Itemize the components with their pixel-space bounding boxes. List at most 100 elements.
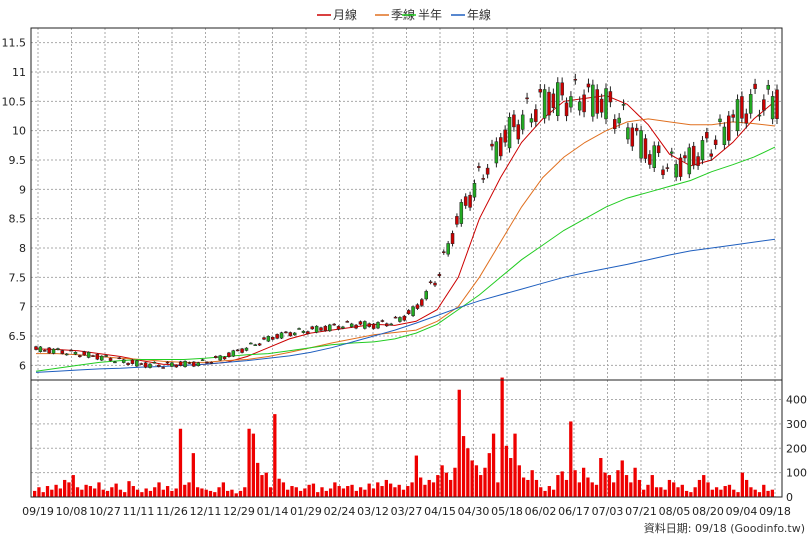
x-tick-label: 01/29 bbox=[290, 505, 322, 518]
candle-body bbox=[183, 360, 187, 368]
candle-body bbox=[472, 182, 477, 198]
x-tick-label: 07/21 bbox=[625, 505, 657, 518]
volume-bar bbox=[281, 482, 286, 498]
candle-body bbox=[455, 216, 459, 225]
candle-body bbox=[468, 194, 472, 208]
volume-bar bbox=[543, 490, 547, 497]
x-tick-label: 03/12 bbox=[357, 505, 389, 518]
x-tick-label: 06/17 bbox=[558, 505, 590, 518]
candle-body bbox=[709, 153, 713, 157]
candle-body bbox=[573, 78, 578, 81]
candle-body bbox=[459, 202, 464, 224]
ma-line-1 bbox=[36, 118, 776, 363]
volume-bar bbox=[496, 482, 500, 498]
candle-body bbox=[56, 348, 60, 350]
volume-bar bbox=[397, 484, 401, 497]
volume-bar bbox=[504, 445, 509, 497]
volume-bar bbox=[84, 484, 88, 497]
x-tick-label: 10/27 bbox=[89, 505, 121, 518]
candle-body bbox=[630, 127, 635, 147]
candle-body bbox=[108, 358, 113, 361]
candle-body bbox=[200, 359, 205, 361]
volume-bar bbox=[157, 482, 161, 498]
price-tick-label: 8.5 bbox=[9, 213, 27, 226]
candle-body bbox=[187, 362, 192, 364]
volume-bar bbox=[367, 483, 371, 497]
candle-body bbox=[621, 104, 626, 106]
volume-bar bbox=[607, 475, 612, 497]
ma-line-2 bbox=[35, 146, 776, 372]
volume-bar bbox=[33, 490, 37, 497]
volume-bar bbox=[256, 462, 260, 498]
x-tick-label: 03/27 bbox=[391, 505, 423, 518]
candle-body bbox=[599, 98, 604, 113]
candle-body bbox=[266, 336, 271, 342]
candle-body bbox=[744, 113, 749, 124]
price-tick-label: 11 bbox=[12, 66, 26, 79]
volume-bar bbox=[45, 486, 50, 497]
ma-line-0 bbox=[35, 94, 776, 366]
candle-body bbox=[345, 321, 350, 323]
volume-bar bbox=[581, 467, 586, 497]
candle-body bbox=[748, 94, 753, 114]
volume-bar bbox=[616, 470, 620, 497]
candle-body bbox=[691, 145, 696, 166]
volume-bar bbox=[556, 475, 560, 497]
x-tick-label: 09/18 bbox=[759, 505, 791, 518]
volume-bar bbox=[487, 453, 491, 498]
volume-bar bbox=[461, 436, 466, 497]
volume-bar bbox=[419, 477, 423, 497]
volume-bar bbox=[740, 472, 744, 498]
volume-bar bbox=[586, 477, 590, 497]
candle-body bbox=[148, 363, 152, 368]
date-axis-labels: 09/19 10/08 10/27 11/11 11/26 12/11 12/29 01/14… bbox=[22, 505, 791, 518]
candle-body bbox=[218, 355, 222, 361]
volume-bar bbox=[564, 479, 569, 497]
candle-body bbox=[735, 99, 740, 132]
candle-body bbox=[235, 349, 240, 352]
candle-body bbox=[64, 353, 69, 356]
volume-bar bbox=[414, 455, 419, 497]
candle-body bbox=[639, 130, 643, 159]
volume-bar bbox=[191, 453, 195, 498]
legend-item-halfyear: 半年 bbox=[402, 8, 442, 22]
candle-body bbox=[253, 344, 257, 346]
volume-bar bbox=[371, 488, 376, 497]
volume-bar bbox=[453, 467, 457, 497]
candle-body bbox=[78, 355, 82, 358]
volume-bar bbox=[676, 487, 680, 497]
candle-body bbox=[766, 84, 770, 90]
volume-bar bbox=[208, 490, 213, 497]
volume-bar bbox=[213, 492, 217, 498]
volume-bar bbox=[633, 467, 637, 497]
legend: 月線 季線 半年 年線 bbox=[317, 7, 491, 22]
volume-bar bbox=[470, 460, 474, 497]
volume-tick-label: 300 bbox=[786, 418, 807, 431]
candle-body bbox=[393, 316, 398, 319]
candle-body bbox=[380, 320, 385, 322]
volume-bar bbox=[165, 486, 170, 497]
candle-body bbox=[249, 342, 253, 345]
volume-bar bbox=[650, 475, 654, 497]
candle-body bbox=[358, 321, 363, 325]
legend-label-monthly: 月線 bbox=[333, 7, 357, 22]
volume-bar bbox=[762, 484, 766, 497]
volume-bar bbox=[423, 484, 427, 497]
volume-bar bbox=[187, 482, 191, 498]
volume-bar bbox=[230, 489, 234, 497]
candle-body bbox=[306, 331, 310, 334]
candle-body bbox=[700, 140, 705, 161]
price-tick-label: 6 bbox=[19, 359, 26, 372]
volume-bar bbox=[324, 490, 328, 497]
volume-bar bbox=[170, 490, 174, 497]
x-tick-label: 08/20 bbox=[692, 505, 724, 518]
volume-bar bbox=[629, 482, 633, 498]
volume-bar bbox=[646, 484, 650, 497]
volume-bar bbox=[388, 483, 393, 497]
volume-bar bbox=[200, 488, 204, 497]
volume-bar bbox=[127, 481, 131, 497]
volume-bar bbox=[659, 487, 663, 497]
candle-body bbox=[463, 196, 468, 206]
candle-body bbox=[722, 126, 727, 145]
candle-body bbox=[104, 355, 108, 357]
